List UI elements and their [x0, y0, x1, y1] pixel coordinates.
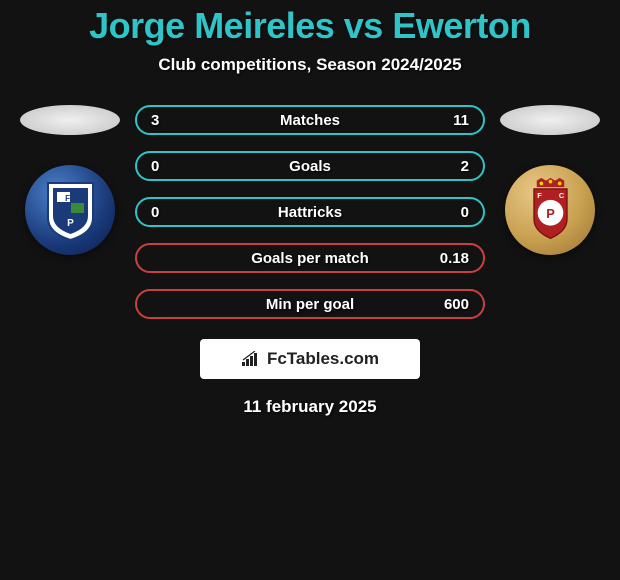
svg-text:P: P: [546, 206, 555, 221]
content-row: FC P 3 Matches 11 0 Goals 2 0 Hattricks …: [0, 105, 620, 319]
stat-label: Goals per match: [251, 250, 369, 267]
stat-right-value: 2: [439, 158, 469, 175]
club-logo-right: P F C: [505, 165, 595, 255]
stat-label: Hattricks: [278, 204, 342, 221]
svg-text:P: P: [67, 218, 74, 229]
stat-label: Goals: [289, 158, 331, 175]
stat-row-matches: 3 Matches 11: [135, 105, 485, 135]
brand-text: FcTables.com: [267, 349, 379, 369]
stat-label: Min per goal: [266, 296, 354, 313]
stat-left-value: 0: [151, 158, 181, 175]
shield-icon: P F C: [523, 178, 578, 243]
stats-list: 3 Matches 11 0 Goals 2 0 Hattricks 0 Goa…: [135, 105, 485, 319]
date-text: 11 february 2025: [0, 397, 620, 417]
stat-row-min-per-goal: Min per goal 600: [135, 289, 485, 319]
player-photo-placeholder-right: [500, 105, 600, 135]
stat-right-value: 11: [439, 112, 469, 129]
club-logo-left: FC P: [25, 165, 115, 255]
stat-row-hattricks: 0 Hattricks 0: [135, 197, 485, 227]
comparison-card: Jorge Meireles vs Ewerton Club competiti…: [0, 0, 620, 417]
stat-row-goals: 0 Goals 2: [135, 151, 485, 181]
subtitle: Club competitions, Season 2024/2025: [0, 55, 620, 75]
stat-left-value: 0: [151, 204, 181, 221]
stat-right-value: 0.18: [439, 250, 469, 267]
player-photo-placeholder-left: [20, 105, 120, 135]
chart-icon: [241, 351, 261, 367]
shield-icon: FC P: [43, 178, 98, 243]
stat-right-value: 0: [439, 204, 469, 221]
stat-right-value: 600: [439, 296, 469, 313]
title: Jorge Meireles vs Ewerton: [0, 5, 620, 47]
stat-left-value: 3: [151, 112, 181, 129]
svg-text:FC: FC: [65, 194, 76, 203]
right-column: P F C: [500, 105, 600, 255]
stat-label: Matches: [280, 112, 340, 129]
brand-badge: FcTables.com: [200, 339, 420, 379]
left-column: FC P: [20, 105, 120, 255]
svg-text:C: C: [558, 191, 564, 200]
stat-row-goals-per-match: Goals per match 0.18: [135, 243, 485, 273]
svg-text:F: F: [537, 191, 542, 200]
